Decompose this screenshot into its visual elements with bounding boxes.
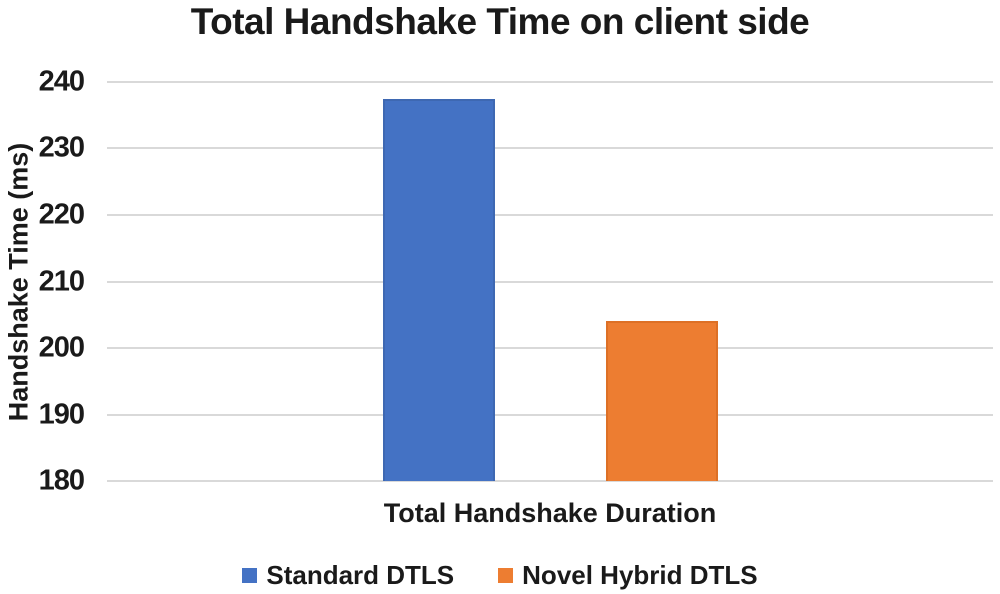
legend: Standard DTLS Novel Hybrid DTLS [0, 558, 1000, 592]
plot-area [107, 81, 993, 482]
gridline-y-200 [107, 346, 993, 349]
legend-label: Standard DTLS [266, 560, 455, 590]
y-tick-label-210: 210 [38, 265, 85, 297]
bars-group [107, 82, 993, 481]
y-tick-label-180: 180 [38, 464, 85, 497]
bar-standard-dtls [382, 98, 495, 481]
bar-novel-hybrid-dtls [605, 321, 718, 481]
legend-label: Novel Hybrid DTLS [522, 560, 758, 590]
gridline-y-220 [107, 213, 993, 216]
chart-title: Total Handshake Time on client side [190, 1, 810, 42]
y-tick-label-230: 230 [38, 131, 85, 164]
gridline-y-240 [107, 81, 993, 83]
legend-item-novel-hybrid-dtls: Novel Hybrid DTLS [498, 560, 758, 590]
y-tick-label-200: 200 [38, 331, 85, 364]
x-category-label: Total Handshake Duration [383, 498, 717, 528]
gridline-y-190 [107, 413, 993, 416]
gridline-y-230 [107, 147, 993, 150]
y-tick-label-240: 240 [38, 65, 85, 98]
y-axis-tick-labels: 240 230 220 210 200 190 180 [0, 67, 86, 495]
legend-swatch-icon [498, 567, 514, 583]
y-tick-label-190: 190 [38, 398, 85, 430]
legend-item-standard-dtls: Standard DTLS [242, 562, 454, 588]
legend-swatch-icon [242, 567, 258, 583]
gridline-y-180 [107, 480, 993, 482]
gridline-y-210 [107, 280, 993, 283]
y-tick-label-220: 220 [38, 198, 85, 231]
